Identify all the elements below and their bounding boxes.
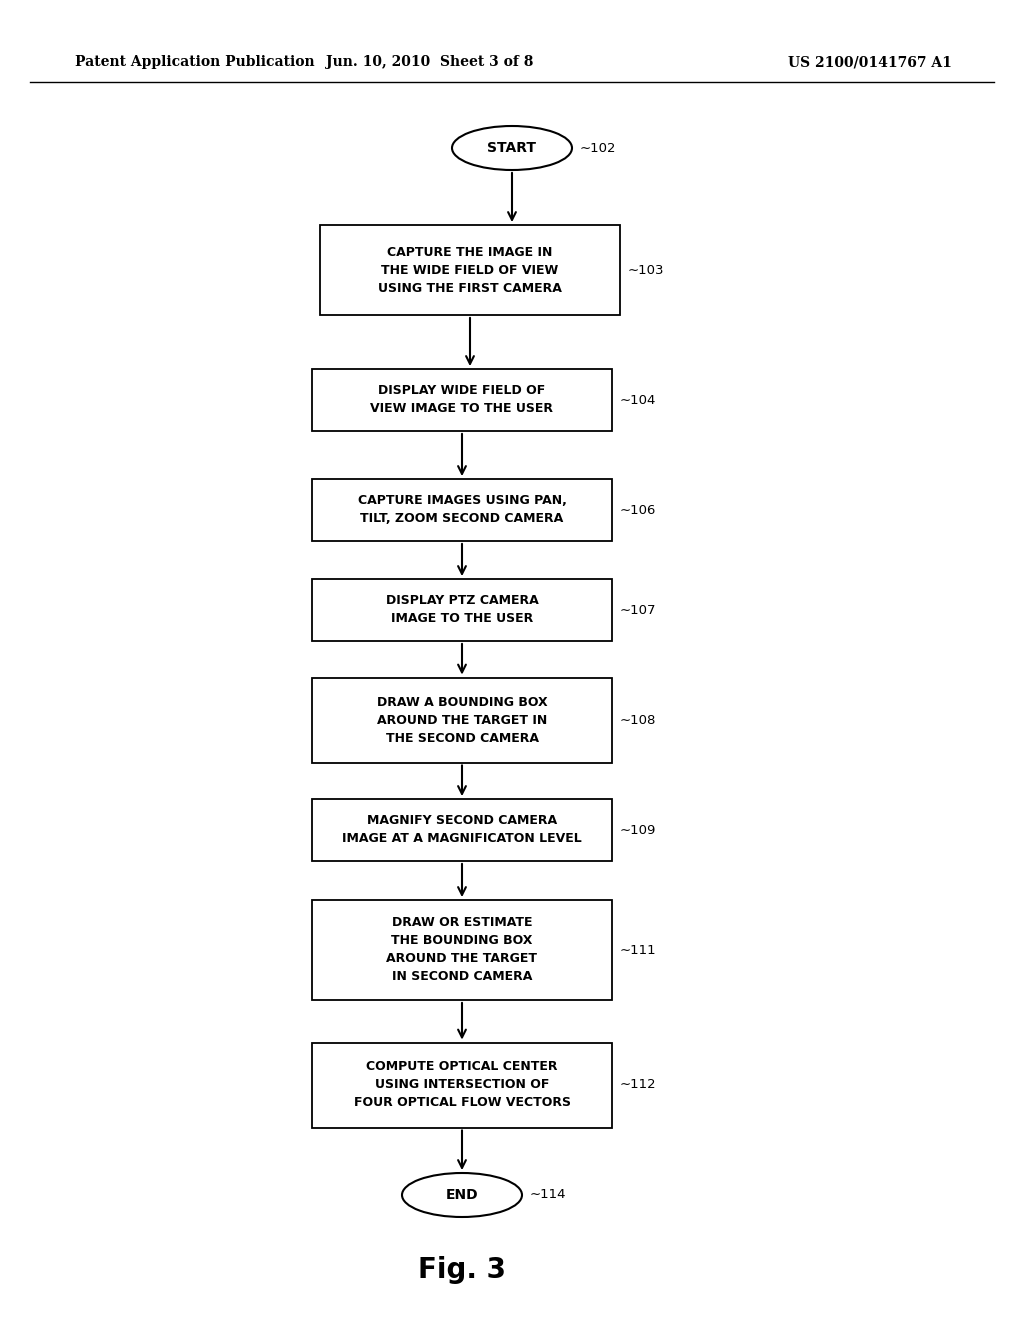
Text: ∼102: ∼102 <box>580 141 616 154</box>
Ellipse shape <box>402 1173 522 1217</box>
Text: START: START <box>487 141 537 154</box>
Text: Patent Application Publication: Patent Application Publication <box>75 55 314 69</box>
Text: ∼109: ∼109 <box>620 824 656 837</box>
Ellipse shape <box>452 125 572 170</box>
Text: CAPTURE THE IMAGE IN
THE WIDE FIELD OF VIEW
USING THE FIRST CAMERA: CAPTURE THE IMAGE IN THE WIDE FIELD OF V… <box>378 246 562 294</box>
Text: ∼108: ∼108 <box>620 714 656 726</box>
Bar <box>312 479 612 541</box>
Text: DISPLAY PTZ CAMERA
IMAGE TO THE USER: DISPLAY PTZ CAMERA IMAGE TO THE USER <box>386 594 539 626</box>
Bar <box>312 900 612 1001</box>
Bar <box>319 224 620 315</box>
Text: ∼104: ∼104 <box>620 393 656 407</box>
Text: MAGNIFY SECOND CAMERA
IMAGE AT A MAGNIFICATON LEVEL: MAGNIFY SECOND CAMERA IMAGE AT A MAGNIFI… <box>342 814 582 846</box>
Bar <box>312 799 612 861</box>
Text: ∼114: ∼114 <box>530 1188 566 1201</box>
Text: ∼107: ∼107 <box>620 603 656 616</box>
Bar <box>312 677 612 763</box>
Bar <box>312 1043 612 1127</box>
Text: DISPLAY WIDE FIELD OF
VIEW IMAGE TO THE USER: DISPLAY WIDE FIELD OF VIEW IMAGE TO THE … <box>371 384 554 416</box>
Text: CAPTURE IMAGES USING PAN,
TILT, ZOOM SECOND CAMERA: CAPTURE IMAGES USING PAN, TILT, ZOOM SEC… <box>357 495 566 525</box>
Bar <box>312 370 612 432</box>
Bar <box>312 579 612 642</box>
Text: Fig. 3: Fig. 3 <box>418 1257 506 1284</box>
Text: ∼111: ∼111 <box>620 944 656 957</box>
Text: US 2100/0141767 A1: US 2100/0141767 A1 <box>788 55 952 69</box>
Text: ∼103: ∼103 <box>628 264 665 276</box>
Text: DRAW OR ESTIMATE
THE BOUNDING BOX
AROUND THE TARGET
IN SECOND CAMERA: DRAW OR ESTIMATE THE BOUNDING BOX AROUND… <box>386 916 538 983</box>
Text: Jun. 10, 2010  Sheet 3 of 8: Jun. 10, 2010 Sheet 3 of 8 <box>327 55 534 69</box>
Text: COMPUTE OPTICAL CENTER
USING INTERSECTION OF
FOUR OPTICAL FLOW VECTORS: COMPUTE OPTICAL CENTER USING INTERSECTIO… <box>353 1060 570 1110</box>
Text: DRAW A BOUNDING BOX
AROUND THE TARGET IN
THE SECOND CAMERA: DRAW A BOUNDING BOX AROUND THE TARGET IN… <box>377 696 547 744</box>
Text: ∼106: ∼106 <box>620 503 656 516</box>
Text: ∼112: ∼112 <box>620 1078 656 1092</box>
Text: END: END <box>445 1188 478 1203</box>
